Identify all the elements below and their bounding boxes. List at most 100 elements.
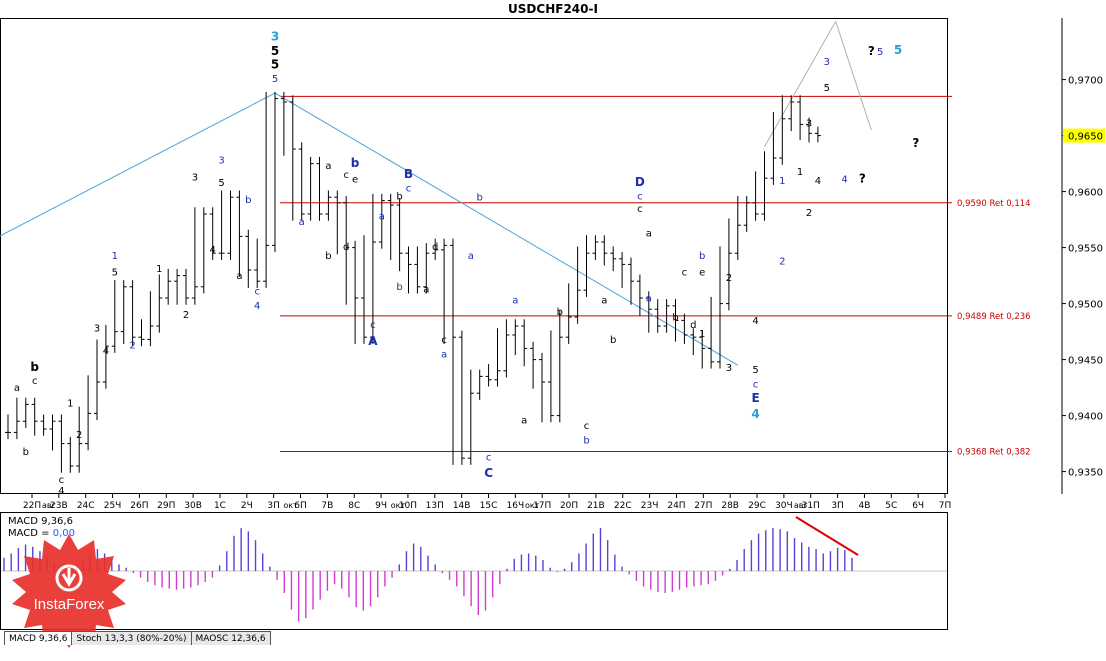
- wave-label: a: [236, 271, 242, 282]
- wave-label: 2: [779, 256, 785, 267]
- x-tick-label: 24П: [667, 501, 685, 511]
- x-tick-label: 10П: [399, 501, 417, 511]
- wave-label: 4: [841, 175, 847, 186]
- x-tick-label: 23Ч: [641, 501, 659, 511]
- wave-label: a: [441, 349, 447, 360]
- x-tick-label: 22П: [23, 501, 41, 511]
- x-tick-label: 4В: [858, 501, 870, 511]
- wave-label: ?: [868, 44, 875, 58]
- wave-label: e: [352, 175, 358, 186]
- current-price-label: 0,9650: [1068, 132, 1103, 143]
- wave-label: c: [682, 268, 688, 279]
- wave-label: a: [601, 296, 607, 307]
- x-month-label: авг: [42, 501, 56, 510]
- wave-label: ?: [859, 172, 866, 186]
- wave-label: 4: [752, 316, 758, 327]
- y-tick-label: 0,9350: [1068, 468, 1103, 479]
- wave-label: 5: [894, 43, 902, 57]
- wave-label: 4: [58, 486, 64, 497]
- fib-label: 0,9489 Ret 0,236: [957, 312, 1031, 322]
- wave-label: A: [368, 334, 378, 348]
- y-tick-label: 0,9700: [1068, 76, 1103, 87]
- time-axis: 22П 23В 24С 25Ч 26П 29П 30В 1С 2Ч 3П 6П 7В 8С 9Ч 10П 13…: [23, 494, 951, 511]
- wave-label: a: [14, 383, 20, 394]
- x-tick-label: 29С: [748, 501, 766, 511]
- price-axis: 0,9700 0,9650 0,9600 0,9550 0,9500 0,9450 0,94…: [1062, 76, 1105, 479]
- wave-label: c: [59, 475, 65, 486]
- wave-label: c: [254, 287, 260, 298]
- fib-label: 0,9368 Ret 0,382: [957, 447, 1031, 457]
- x-tick-label: 1С: [214, 501, 226, 511]
- wave-label: 1: [112, 251, 118, 262]
- x-month-label: окт: [391, 501, 406, 510]
- wave-label: b: [672, 312, 678, 323]
- logo-badge-icon: [12, 534, 126, 648]
- x-tick-label: 25Ч: [104, 501, 122, 511]
- x-tick-label: 16Ч: [507, 501, 525, 511]
- x-tick-label: 6Ч: [912, 501, 924, 511]
- wave-label: C: [484, 466, 493, 480]
- x-tick-label: 24С: [77, 501, 95, 511]
- wave-label: b: [396, 191, 402, 202]
- y-tick-label: 0,9400: [1068, 412, 1103, 423]
- x-tick-label: 13П: [426, 501, 444, 511]
- macd-pane-frame: [0, 512, 948, 630]
- tab-maosc[interactable]: MAOSC 12,36,6: [190, 631, 271, 645]
- wave-label: b: [325, 251, 331, 262]
- wave-label: ?: [912, 136, 919, 150]
- wave-label: a: [423, 284, 429, 295]
- trend-line: [0, 92, 276, 237]
- wave-label: 4: [210, 245, 216, 256]
- wave-label: c: [753, 380, 759, 391]
- wave-label: a: [299, 217, 305, 228]
- wave-label: a: [646, 293, 652, 304]
- wave-label: 2: [806, 208, 812, 219]
- x-tick-label: 3П: [267, 501, 280, 511]
- x-tick-label: 28В: [721, 501, 739, 511]
- wave-label: d: [343, 242, 349, 253]
- x-tick-label: 15С: [480, 501, 498, 511]
- wave-label: 5: [752, 365, 758, 376]
- wave-label: c: [441, 335, 447, 346]
- wave-label: e: [699, 268, 705, 279]
- wave-label: b: [351, 156, 360, 170]
- x-month-label: окт: [283, 501, 298, 510]
- x-tick-label: 20П: [560, 501, 578, 511]
- x-month-label: авг: [794, 501, 808, 510]
- x-tick-label: 26П: [130, 501, 148, 511]
- y-tick-label: 0,9450: [1068, 356, 1103, 367]
- macd-histogram: [1, 516, 947, 622]
- divergence-line: [795, 516, 859, 556]
- x-tick-label: 23В: [50, 501, 68, 511]
- wave-label: c: [637, 204, 643, 215]
- wave-label: c: [370, 320, 376, 331]
- tab-stoch[interactable]: Stoch 13,3,3 (80%-20%): [71, 631, 192, 645]
- wave-label: 5: [271, 44, 279, 58]
- wave-label: d: [432, 242, 438, 253]
- wave-label: 2: [183, 310, 189, 321]
- wave-label: 3: [192, 172, 198, 183]
- wave-label: 3: [824, 57, 830, 68]
- wave-label: 4: [254, 301, 260, 312]
- wave-label: d: [690, 320, 696, 331]
- wave-label: 3: [726, 363, 732, 374]
- macd-title: MACD 9,36,6: [8, 516, 73, 527]
- trend-lines: [0, 21, 872, 366]
- fib-label: 0,9590 Ret 0,114: [957, 199, 1031, 209]
- logo-text: InstaForex: [33, 596, 105, 613]
- x-tick-label: 14В: [453, 501, 471, 511]
- y-tick-label: 0,9500: [1068, 300, 1103, 311]
- wave-label: D: [635, 175, 645, 189]
- wave-label: c: [486, 452, 492, 463]
- tab-macd[interactable]: MACD 9,36,6: [4, 631, 73, 645]
- wave-label: a: [325, 161, 331, 172]
- x-tick-label: 22С: [614, 501, 632, 511]
- price-bars: [5, 91, 821, 473]
- x-tick-label: 30Ч: [775, 501, 793, 511]
- x-tick-label: 3П: [831, 501, 844, 511]
- wave-label: a: [521, 415, 527, 426]
- current-price-marker: [1063, 128, 1105, 143]
- wave-label: b: [699, 251, 705, 262]
